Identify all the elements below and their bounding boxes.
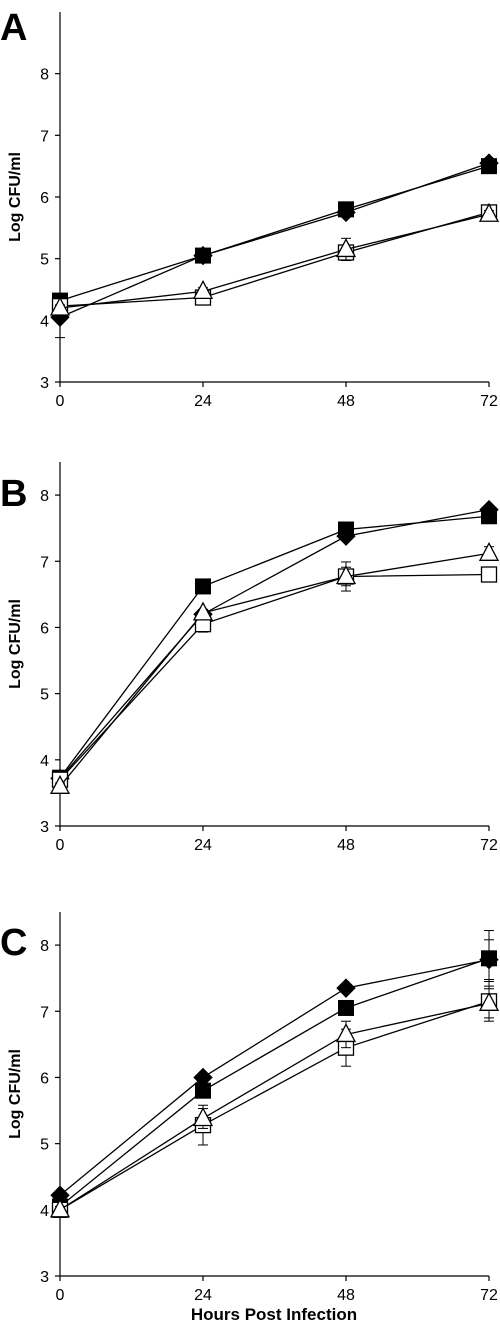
series-line — [59, 509, 490, 779]
series-line — [59, 515, 490, 779]
series-open-triangle — [49, 541, 500, 794]
series-open-square — [51, 566, 498, 788]
data-point-open-triangle — [192, 1107, 214, 1127]
x-axis-title: Hours Post Infection — [191, 1305, 357, 1324]
y-tick-label: 3 — [40, 1269, 49, 1286]
data-point-filled-square — [195, 1082, 211, 1099]
panel-a: A 3 4 5 6 7 8 0 24 48 72 Log CFU/ml — [0, 7, 500, 410]
x-tick-label: 24 — [194, 1287, 212, 1304]
data-point-open-triangle — [49, 774, 71, 794]
data-point-filled-square — [195, 578, 211, 595]
y-axis-title: Log CFU/ml — [7, 599, 24, 689]
y-tick-label: 6 — [40, 190, 49, 207]
series-filled-diamond — [50, 499, 499, 789]
series-open-square — [51, 204, 498, 315]
series-line — [59, 959, 490, 1196]
series-filled-diamond — [50, 153, 499, 339]
series-line — [59, 1002, 490, 1211]
data-point-open-triangle — [478, 541, 500, 561]
x-tick-label: 24 — [194, 393, 212, 410]
data-point-open-triangle — [49, 296, 71, 316]
y-tick-label: 7 — [40, 128, 49, 145]
y-tick-label: 8 — [40, 67, 49, 84]
series-line — [59, 573, 490, 781]
y-tick-label: 4 — [40, 1203, 49, 1220]
y-tick-label: 6 — [40, 1070, 49, 1087]
series-line — [59, 211, 490, 307]
y-tick-label: 8 — [40, 938, 49, 955]
y-tick-label: 6 — [40, 620, 49, 637]
data-point-open-triangle — [335, 565, 357, 585]
data-point-open-triangle — [192, 279, 214, 300]
series-line — [59, 213, 490, 309]
data-point-filled-square — [195, 247, 211, 264]
x-tick-label: 48 — [337, 837, 355, 854]
series-filled-square — [52, 508, 497, 786]
data-point-filled-square — [481, 508, 497, 525]
data-point-open-triangle — [335, 238, 357, 258]
data-point-filled-square — [481, 950, 497, 967]
x-tick-label: 0 — [56, 393, 65, 410]
x-tick-label: 48 — [337, 393, 355, 410]
series-line — [59, 957, 490, 1208]
y-axis-title: Log CFU/ml — [7, 1049, 24, 1139]
x-tick-label: 24 — [194, 837, 212, 854]
y-tick-label: 8 — [40, 488, 49, 505]
data-point-open-square — [480, 566, 498, 583]
panel-c: C 3 4 5 6 7 8 0 24 48 72 Log CFU/ml — [0, 912, 500, 1304]
x-tick-label: 72 — [480, 837, 498, 854]
y-tick-label: 3 — [40, 375, 49, 392]
series-filled-diamond — [50, 939, 499, 1205]
data-point-filled-square — [338, 999, 354, 1016]
data-point-filled-diamond — [336, 978, 356, 998]
series-open-square — [51, 980, 498, 1218]
y-tick-label: 7 — [40, 554, 49, 571]
series-line — [59, 1000, 490, 1211]
series-open-triangle — [49, 988, 500, 1218]
x-tick-label: 48 — [337, 1287, 355, 1304]
panel-letter: C — [0, 922, 27, 964]
panel-letter: B — [0, 473, 27, 515]
y-tick-label: 3 — [40, 819, 49, 836]
data-point-open-triangle — [478, 202, 500, 222]
data-point-open-triangle — [49, 1198, 71, 1218]
y-tick-label: 4 — [40, 753, 49, 770]
y-tick-label: 5 — [40, 252, 49, 269]
data-point-filled-square — [338, 201, 354, 218]
y-tick-label: 5 — [40, 687, 49, 704]
series-line — [59, 165, 490, 302]
data-point-filled-square — [338, 521, 354, 538]
y-tick-label: 5 — [40, 1137, 49, 1154]
data-point-filled-square — [481, 158, 497, 175]
x-tick-label: 0 — [56, 1287, 65, 1304]
series-line — [59, 552, 490, 787]
data-point-open-triangle — [335, 1023, 357, 1043]
panel-letter: A — [0, 7, 27, 49]
x-tick-label: 0 — [56, 837, 65, 854]
y-tick-label: 7 — [40, 1004, 49, 1021]
x-tick-label: 72 — [480, 1287, 498, 1304]
data-point-open-triangle — [192, 601, 214, 621]
x-tick-label: 72 — [480, 393, 498, 410]
data-point-open-triangle — [478, 991, 500, 1011]
series-open-triangle — [49, 202, 500, 316]
y-tick-label: 4 — [40, 313, 49, 330]
y-axis-title: Log CFU/ml — [7, 152, 24, 242]
panel-b: B 3 4 5 6 7 8 0 24 48 72 Log CFU/ml — [0, 462, 500, 854]
